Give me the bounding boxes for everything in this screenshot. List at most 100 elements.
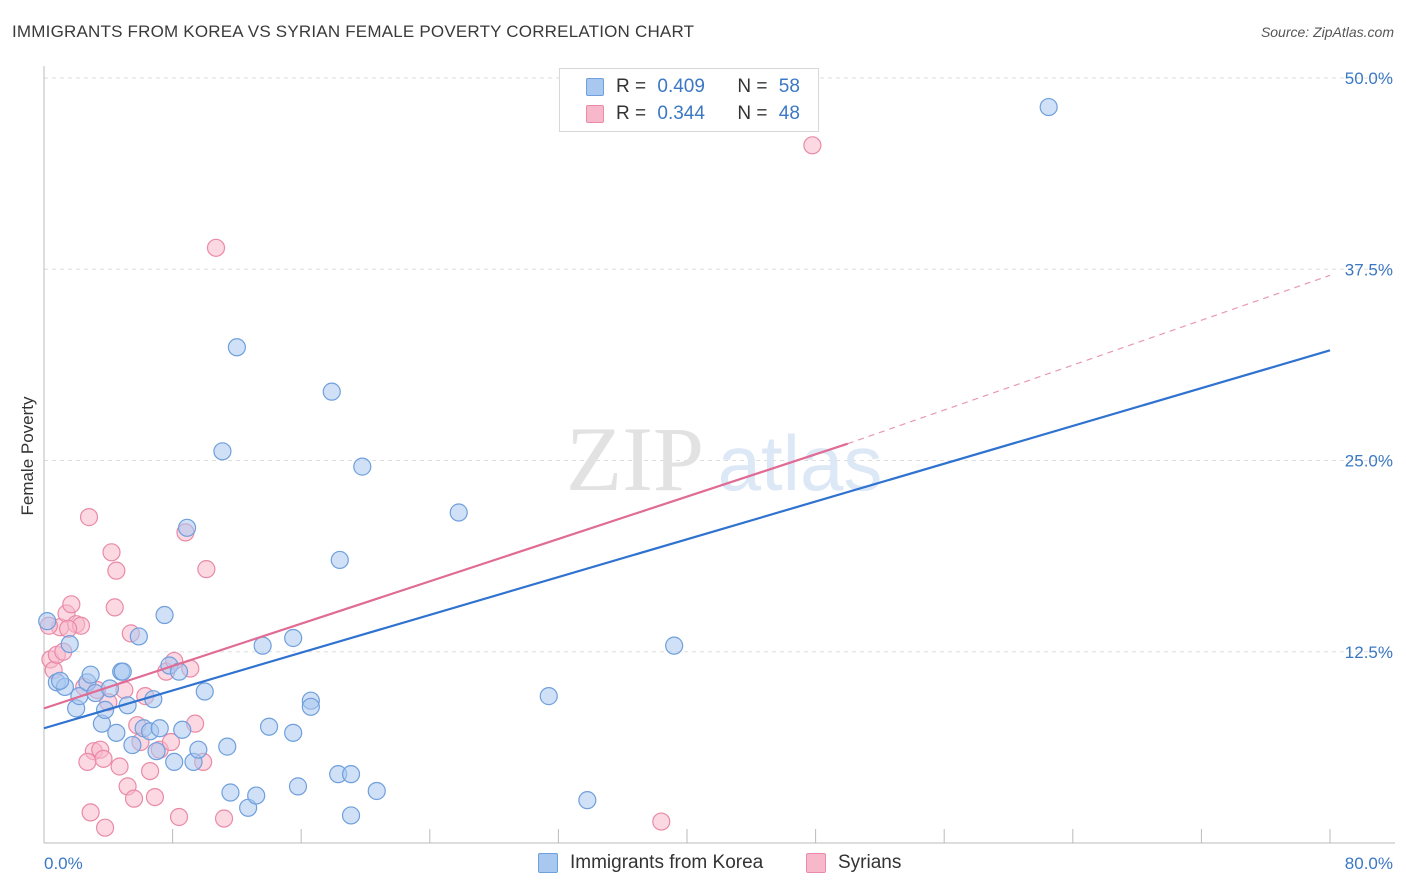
y-tick-label: 12.5% [1345, 643, 1393, 662]
korea-point [113, 662, 132, 681]
x-tick-label: 80.0% [1345, 854, 1393, 873]
korea-point [253, 636, 272, 655]
korea-point [578, 791, 597, 810]
legend-syria-label: Syrians [838, 852, 902, 873]
korea-point [60, 634, 79, 654]
legend-korea-label: Immigrants from Korea [570, 852, 764, 873]
y-tick-label: 37.5% [1345, 260, 1393, 279]
korea-point [189, 740, 208, 759]
syria-point [94, 749, 113, 768]
trend-lines [43, 274, 1331, 730]
syria-n-label: N = [737, 103, 768, 124]
syria-point [214, 809, 234, 828]
syria-point [140, 761, 160, 781]
syria-point [95, 818, 115, 837]
syria-point [124, 789, 144, 808]
korea-point [147, 742, 166, 761]
syria-r-label: R = [616, 103, 647, 124]
legend-korea-swatch [538, 853, 558, 873]
korea-point [50, 671, 70, 690]
syria-swatch [586, 105, 604, 123]
y-tick-label: 25.0% [1345, 452, 1393, 471]
korea-point [213, 442, 232, 461]
chart-title: IMMIGRANTS FROM KOREA VS SYRIAN FEMALE P… [12, 22, 695, 41]
y-tick-label: 50.0% [1345, 69, 1393, 88]
gridlines [44, 77, 1395, 653]
syria-trend-line [43, 442, 849, 710]
korea-point [218, 737, 237, 756]
series-legend: Immigrants from Korea Syrians [0, 852, 1406, 878]
korea-point [330, 550, 349, 570]
korea-point [195, 682, 214, 701]
stats-legend: R = 0.409 N = 58 R = 0.344 N = 48 [559, 68, 819, 132]
korea-point [341, 765, 361, 784]
korea-point [449, 503, 468, 522]
korea-point [38, 612, 57, 631]
korea-point [173, 720, 192, 739]
korea-point [165, 752, 184, 772]
legend-syria-swatch [806, 853, 826, 873]
syria-point [107, 561, 126, 580]
watermark-atlas: atlas [718, 419, 883, 507]
syria-point [59, 619, 78, 638]
syria-r-value: 0.344 [657, 103, 705, 124]
korea-point [284, 723, 303, 742]
korea-point [227, 338, 246, 357]
korea-point [155, 605, 174, 625]
stats-row-korea: R = 0.409 N = 58 [586, 75, 800, 99]
syria-point [79, 508, 99, 527]
syria-point [652, 812, 671, 831]
syria-point [169, 807, 189, 827]
korea-point [123, 735, 142, 755]
korea-point [301, 697, 320, 716]
syria-point [102, 543, 121, 562]
x-tick-label: 0.0% [44, 854, 83, 873]
korea-point [259, 717, 279, 736]
syria-point [161, 732, 181, 752]
syria-point [206, 238, 226, 257]
korea-point [81, 665, 100, 684]
korea-points [38, 97, 1058, 825]
legend-item-syria[interactable]: Syrians [806, 852, 901, 874]
korea-point [539, 687, 558, 706]
syria-trend-extension [847, 274, 1331, 445]
stats-row-syria: R = 0.344 N = 48 [586, 102, 800, 126]
korea-point [341, 806, 361, 825]
source-label: Source: ZipAtlas.com [1260, 24, 1394, 40]
korea-point [665, 636, 684, 655]
korea-point [288, 777, 308, 796]
syria-point [105, 598, 124, 617]
syria-point [803, 136, 822, 155]
syria-point [110, 757, 129, 776]
syria-point [197, 560, 216, 579]
korea-point [107, 723, 126, 742]
watermark-zip: ZIP [566, 408, 704, 510]
korea-point [144, 690, 163, 709]
korea-point [177, 518, 197, 537]
korea-point [1039, 97, 1058, 117]
korea-n-label: N = [737, 76, 768, 97]
korea-point [247, 786, 266, 805]
syria-point [62, 595, 81, 614]
korea-point [150, 719, 169, 738]
watermark: ZIP atlas [566, 408, 882, 510]
syria-n-value: 48 [778, 103, 800, 124]
korea-point [284, 628, 303, 648]
syria-point [81, 803, 100, 822]
korea-point [221, 783, 240, 802]
syria-point [145, 787, 165, 807]
korea-n-value: 58 [778, 76, 800, 97]
syria-point [78, 752, 97, 772]
korea-point [129, 627, 148, 646]
tick-labels: 50.0% 37.5% 25.0% 12.5% 0.0% 80.0% [44, 69, 1393, 873]
legend-item-korea[interactable]: Immigrants from Korea [538, 852, 763, 874]
korea-r-value: 0.409 [657, 76, 705, 97]
korea-r-label: R = [616, 76, 647, 97]
korea-swatch [586, 78, 604, 96]
korea-point [367, 781, 386, 801]
korea-point [322, 382, 341, 401]
korea-point [353, 457, 372, 476]
axes [43, 66, 1395, 844]
korea-trend-line [43, 349, 1331, 730]
